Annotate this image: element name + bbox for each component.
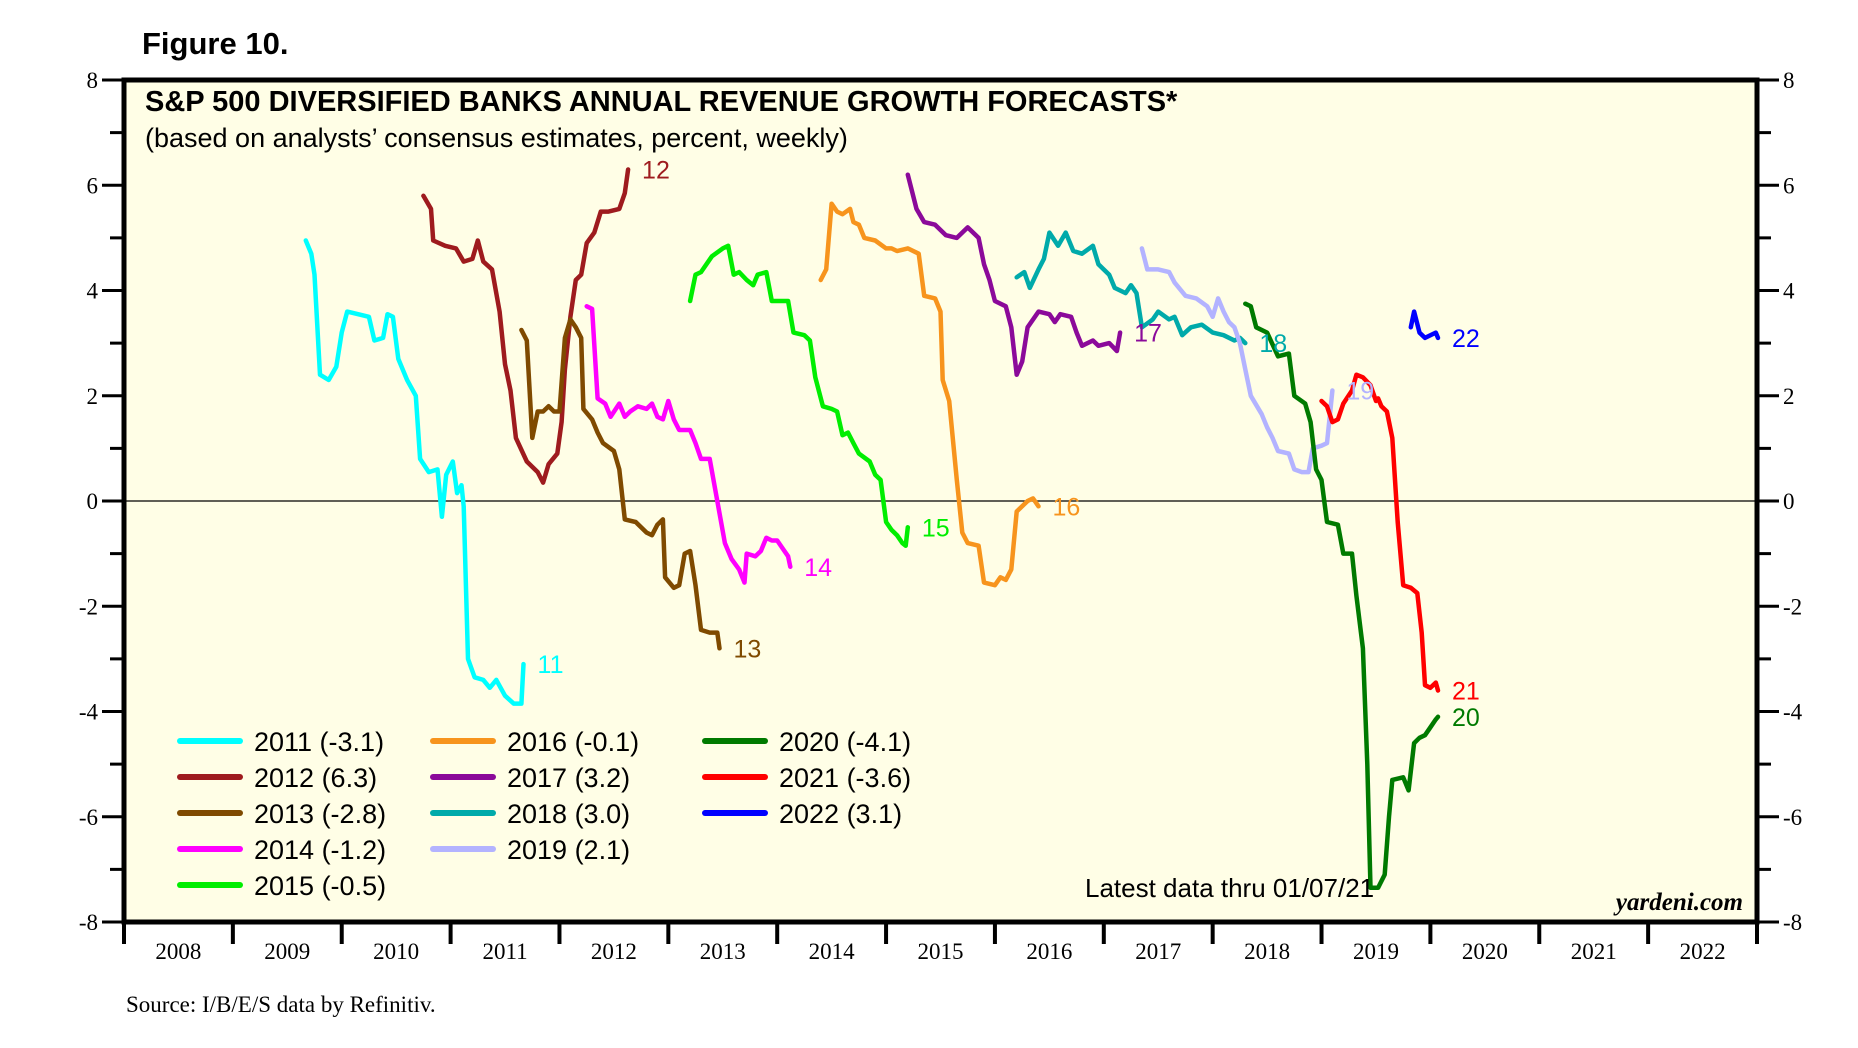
series-line-20 [1243, 301, 1441, 891]
x-tick-label: 2022 [1680, 939, 1726, 964]
series-end-label-20: 20 [1452, 704, 1480, 732]
series-line-16 [818, 201, 1041, 588]
x-tick-label: 2017 [1135, 939, 1181, 964]
y-tick-label-right: 6 [1783, 173, 1795, 198]
chart-title: S&P 500 DIVERSIFIED BANKS ANNUAL REVENUE… [145, 86, 1178, 118]
x-tick-label: 2015 [918, 939, 964, 964]
x-tick-label: 2011 [482, 939, 527, 964]
y-tick-label-right: 0 [1783, 489, 1795, 514]
legend-label-20: 2020 (-4.1) [779, 727, 911, 757]
y-tick-label-right: 8 [1783, 68, 1795, 93]
series-line-22 [1408, 309, 1441, 341]
x-tick-label: 2009 [264, 939, 310, 964]
legend-label-22: 2022 (3.1) [779, 799, 902, 829]
series-line-12 [421, 167, 631, 485]
legend-label-13: 2013 (-2.8) [254, 799, 386, 829]
y-tick-label-right: -2 [1783, 594, 1802, 619]
series-group [303, 167, 1441, 891]
y-axis-right: 8 6 4 2 0 -2 -4 -6 -8 [1757, 68, 1803, 935]
y-tick-label-left: 8 [87, 68, 99, 93]
y-tick-label-left: -4 [79, 700, 99, 725]
y-tick-label-right: -8 [1783, 910, 1802, 935]
x-tick-label: 2020 [1462, 939, 1508, 964]
series-line-21 [1319, 372, 1441, 693]
y-axis-left: 8 6 4 2 0 -2 -4 -6 -8 [79, 68, 124, 935]
source-note: Source: I/B/E/S data by Refinitiv. [126, 992, 436, 1017]
series-end-label-18: 18 [1259, 330, 1287, 358]
series-end-label-14: 14 [804, 554, 832, 582]
chart-subtitle: (based on analysts’ consensus estimates,… [145, 123, 848, 153]
legend-label-21: 2021 (-3.6) [779, 763, 911, 793]
series-line-15 [687, 243, 911, 548]
series-end-label-12: 12 [642, 156, 670, 184]
series-end-label-21: 21 [1452, 677, 1480, 705]
legend-label-18: 2018 (3.0) [507, 799, 630, 829]
legend-label-14: 2014 (-1.2) [254, 835, 386, 865]
series-end-label-13: 13 [734, 635, 762, 663]
x-tick-label: 2021 [1571, 939, 1617, 964]
y-tick-label-left: 0 [87, 489, 99, 514]
legend-label-15: 2015 (-0.5) [254, 871, 386, 901]
x-tick-label: 2008 [155, 939, 201, 964]
series-end-label-16: 16 [1052, 493, 1080, 521]
x-axis: 2008 2009 2010 2011 2012 2013 2014 2015 2016 2017… [122, 922, 1759, 964]
y-tick-label-right: -6 [1783, 805, 1802, 830]
series-end-label-22: 22 [1452, 325, 1480, 353]
latest-data-note: Latest data thru 01/07/21 [1085, 873, 1374, 903]
series-end-label-11: 11 [538, 651, 564, 679]
x-tick-label: 2019 [1353, 939, 1399, 964]
x-tick-label: 2010 [373, 939, 419, 964]
y-tick-label-left: 2 [87, 384, 99, 409]
legend-label-16: 2016 (-0.1) [507, 727, 639, 757]
end-labels-group: 11 12 13 14 15 16 17 18 19 2021 22 [538, 156, 1480, 731]
series-line-13 [519, 317, 722, 651]
x-tick-label: 2014 [809, 939, 856, 964]
x-tick-label: 2018 [1244, 939, 1290, 964]
x-tick-label: 2012 [591, 939, 637, 964]
watermark: yardeni.com [1613, 889, 1743, 916]
series-line-19 [1139, 246, 1335, 475]
y-tick-label-left: -2 [79, 594, 98, 619]
y-tick-label-left: -6 [79, 805, 98, 830]
x-tick-label: 2013 [700, 939, 746, 964]
y-tick-label-left: 6 [87, 173, 99, 198]
series-line-18 [1014, 230, 1248, 346]
figure-label: Figure 10. [142, 26, 289, 61]
y-tick-label-right: 2 [1783, 384, 1795, 409]
y-tick-label-left: -8 [79, 910, 98, 935]
x-tick-label: 2016 [1026, 939, 1072, 964]
y-tick-label-right: 4 [1783, 279, 1795, 304]
series-end-label-19: 19 [1346, 377, 1374, 405]
y-tick-label-left: 4 [87, 279, 99, 304]
series-line-14 [584, 304, 793, 585]
legend: 2011 (-3.1) 2012 (6.3) 2013 (-2.8) 2014 (-1… [177, 727, 911, 901]
series-line-17 [905, 172, 1123, 377]
legend-label-19: 2019 (2.1) [507, 835, 630, 865]
series-end-label-15: 15 [922, 514, 950, 542]
y-tick-label-right: -4 [1783, 700, 1803, 725]
legend-label-11: 2011 (-3.1) [254, 727, 384, 757]
legend-label-12: 2012 (6.3) [254, 763, 377, 793]
series-end-label-17: 17 [1134, 320, 1162, 348]
legend-label-17: 2017 (3.2) [507, 763, 630, 793]
series-line-11 [303, 238, 526, 706]
